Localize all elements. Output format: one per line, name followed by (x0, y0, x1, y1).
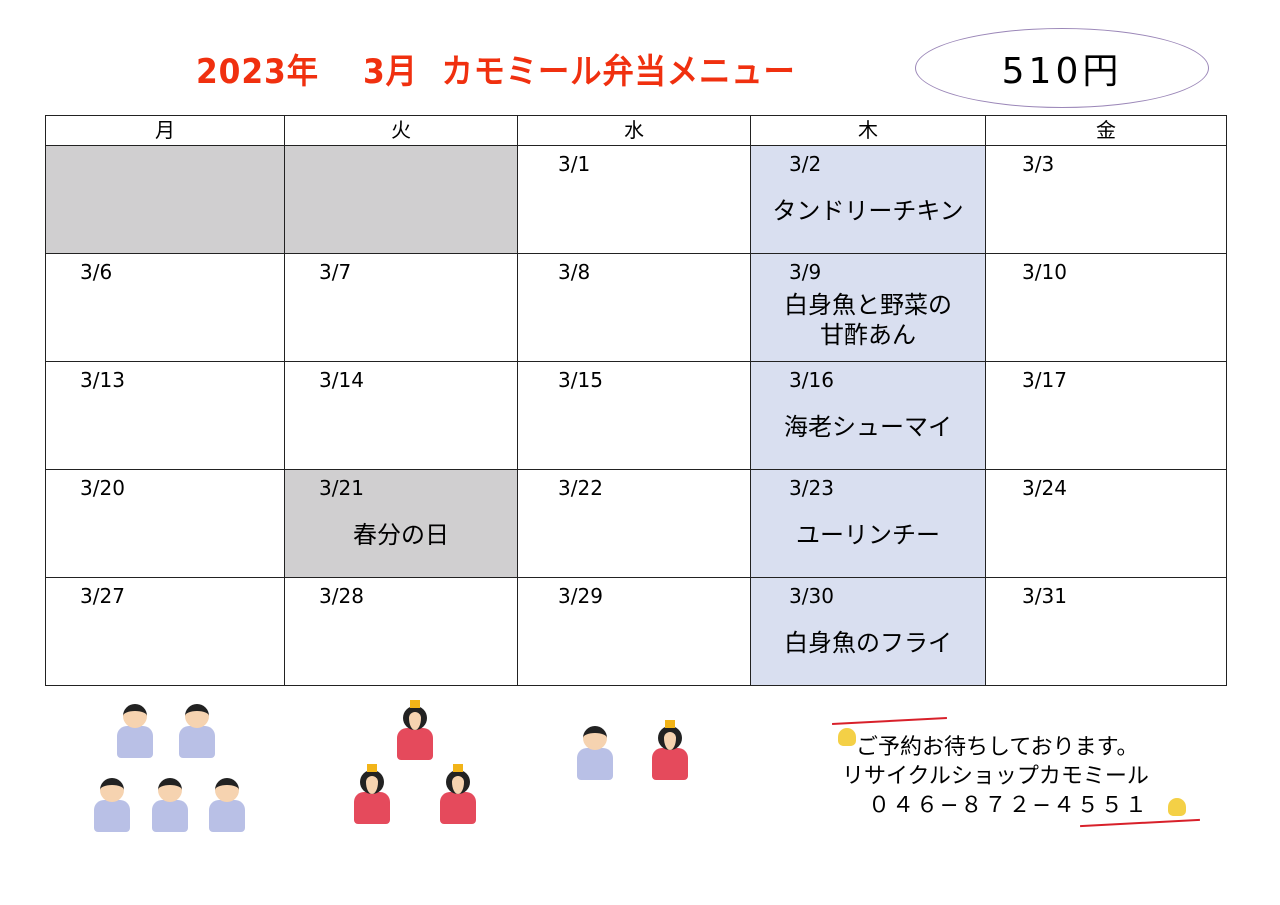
week-row: 3/13 3/14 3/15 3/16 海老シューマイ 3/17 (45, 361, 1227, 470)
menu-item: ユーリンチー (796, 521, 940, 549)
day-date: 3/27 (80, 584, 125, 608)
hina-doll-icon (395, 700, 435, 762)
day-cell: 3/8 (517, 253, 751, 362)
day-date: 3/10 (1022, 260, 1067, 284)
day-date: 3/2 (789, 152, 822, 176)
day-date: 3/30 (789, 584, 834, 608)
weekday-header: 木 (750, 115, 986, 146)
day-date: 3/31 (1022, 584, 1067, 608)
day-date: 3/20 (80, 476, 125, 500)
day-cell: 3/31 (985, 577, 1227, 686)
day-date: 3/9 (789, 260, 822, 284)
doll-icon (177, 698, 217, 760)
weekday-header: 水 (517, 115, 751, 146)
day-date: 3/21 (319, 476, 364, 500)
day-date: 3/28 (319, 584, 364, 608)
day-date: 3/3 (1022, 152, 1055, 176)
day-date: 3/13 (80, 368, 125, 392)
day-cell: 3/21 春分の日 (284, 469, 518, 578)
day-date: 3/23 (789, 476, 834, 500)
day-date: 3/8 (558, 260, 591, 284)
menu-item: 白身魚のフライ (784, 629, 952, 657)
day-cell: 3/15 (517, 361, 751, 470)
day-cell: 3/24 (985, 469, 1227, 578)
day-cell: 3/9 白身魚と野菜の 甘酢あん (750, 253, 986, 362)
day-date: 3/24 (1022, 476, 1067, 500)
day-cell: 3/13 (45, 361, 285, 470)
day-date: 3/14 (319, 368, 364, 392)
day-cell (284, 145, 518, 254)
doll-icon (115, 698, 155, 760)
weekday-header: 火 (284, 115, 518, 146)
menu-item: 海老シューマイ (784, 413, 952, 441)
weekday-header-row: 月火水木金 (45, 115, 1227, 146)
weekday-header: 月 (45, 115, 285, 146)
doll-icon (575, 720, 615, 782)
weekday-header: 金 (985, 115, 1227, 146)
day-cell: 3/6 (45, 253, 285, 362)
menu-item: タンドリーチキン (772, 197, 964, 225)
reservation-message: ご予約お待ちしております。 (856, 735, 1139, 760)
day-cell: 3/23 ユーリンチー (750, 469, 986, 578)
week-row: 3/27 3/28 3/29 3/30 白身魚のフライ 3/31 (45, 577, 1227, 686)
hina-doll-icon (352, 764, 392, 826)
price-badge: 510円 (915, 28, 1209, 108)
menu-calendar: 月火水木金 3/1 3/2 タンドリーチキン 3/3 3/6 3/7 3/8 3/9 白身魚と野… (45, 115, 1227, 686)
doll-icon (207, 772, 247, 834)
day-cell: 3/7 (284, 253, 518, 362)
day-date: 3/15 (558, 368, 603, 392)
day-cell: 3/30 白身魚のフライ (750, 577, 986, 686)
hina-doll-icon (650, 720, 690, 782)
day-cell: 3/3 (985, 145, 1227, 254)
week-row: 3/1 3/2 タンドリーチキン 3/3 (45, 145, 1227, 254)
day-date: 3/1 (558, 152, 591, 176)
menu-item: 白身魚と野菜の 甘酢あん (784, 291, 952, 349)
day-cell: 3/16 海老シューマイ (750, 361, 986, 470)
day-date: 3/7 (319, 260, 352, 284)
reservation-note: ご予約お待ちしております。 リサイクルショップカモミール ０４６−８７２−４５５… (842, 733, 1149, 820)
day-date: 3/6 (80, 260, 113, 284)
week-row: 3/20 3/21 春分の日 3/22 3/23 ユーリンチー 3/24 (45, 469, 1227, 578)
day-date: 3/16 (789, 368, 834, 392)
day-cell: 3/27 (45, 577, 285, 686)
day-cell: 3/10 (985, 253, 1227, 362)
doll-icon (150, 772, 190, 834)
day-date: 3/22 (558, 476, 603, 500)
menu-item: 春分の日 (353, 521, 449, 549)
shop-name: リサイクルショップカモミール (842, 764, 1149, 789)
day-cell: 3/14 (284, 361, 518, 470)
day-cell: 3/29 (517, 577, 751, 686)
day-cell: 3/2 タンドリーチキン (750, 145, 986, 254)
doll-icon (92, 772, 132, 834)
page-title: 2023年 3月 カモミール弁当メニュー (196, 52, 796, 92)
day-cell: 3/1 (517, 145, 751, 254)
day-cell (45, 145, 285, 254)
week-row: 3/6 3/7 3/8 3/9 白身魚と野菜の 甘酢あん 3/10 (45, 253, 1227, 362)
day-cell: 3/28 (284, 577, 518, 686)
day-cell: 3/17 (985, 361, 1227, 470)
price-text: 510円 (1001, 51, 1123, 92)
day-date: 3/29 (558, 584, 603, 608)
day-cell: 3/20 (45, 469, 285, 578)
day-date: 3/17 (1022, 368, 1067, 392)
phone-number: ０４６−８７２−４５５１ (868, 793, 1149, 818)
hina-doll-icon (438, 764, 478, 826)
day-cell: 3/22 (517, 469, 751, 578)
